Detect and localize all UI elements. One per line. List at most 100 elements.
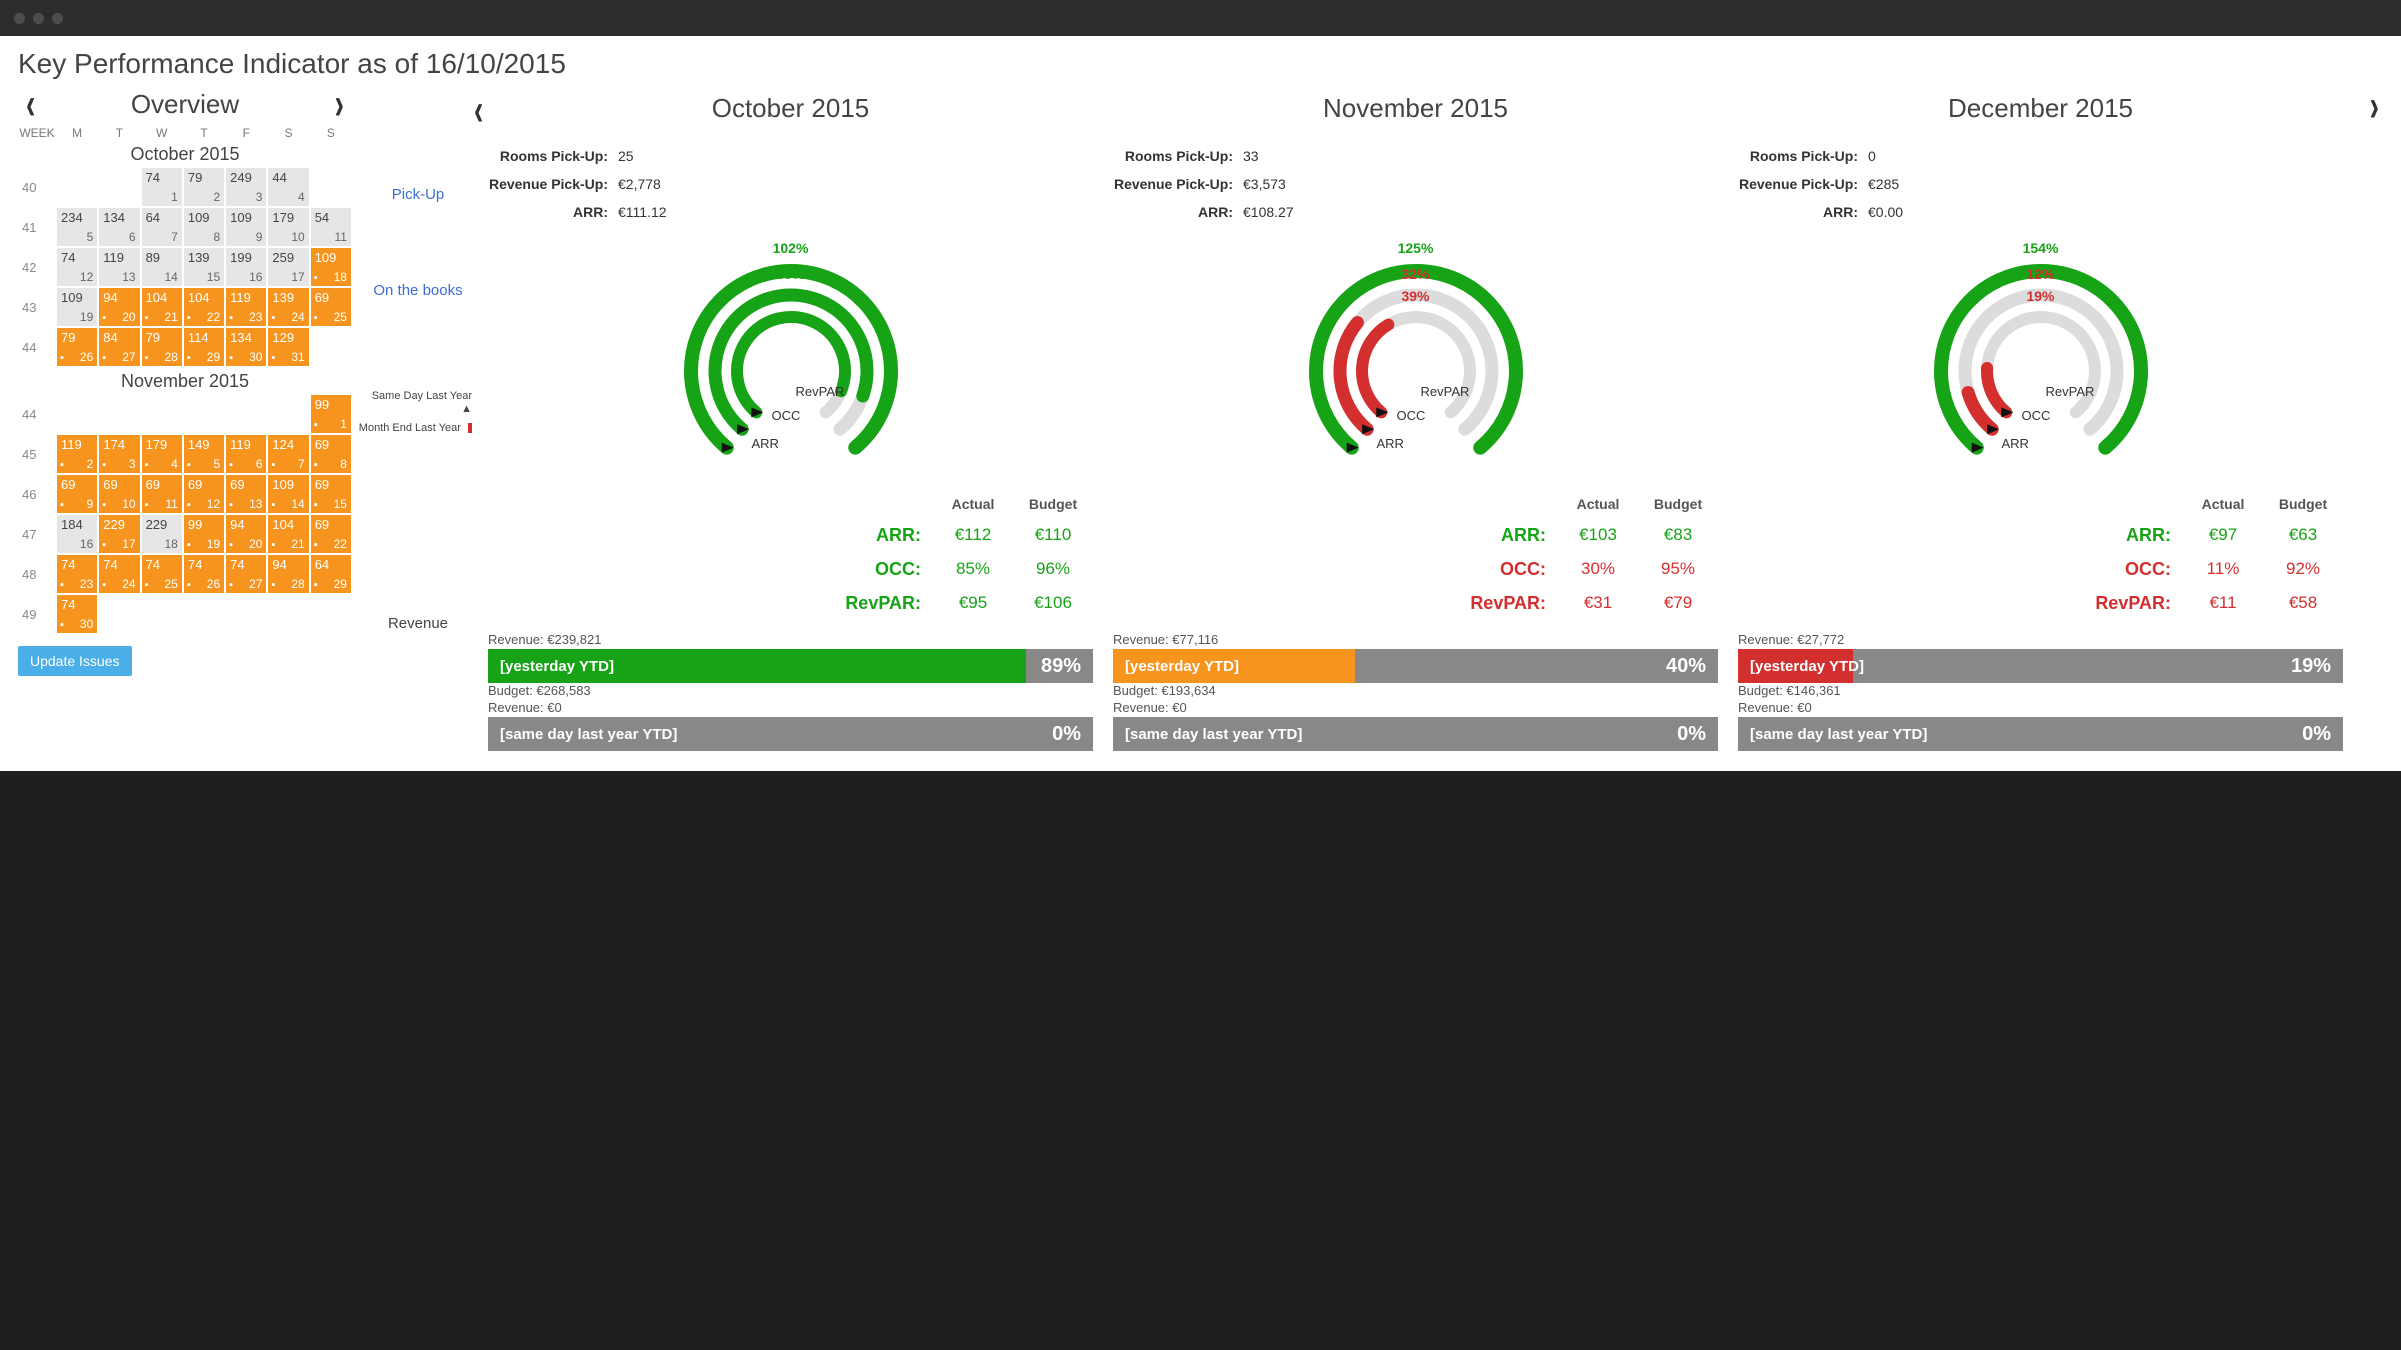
- traffic-light-close-icon[interactable]: [14, 13, 25, 24]
- calendar-cell[interactable]: 6925▪: [310, 287, 352, 327]
- overview-next-icon[interactable]: ›: [331, 78, 348, 129]
- calendar-cell[interactable]: 6429▪: [310, 554, 352, 594]
- calendar-cell[interactable]: 9919▪: [183, 514, 225, 554]
- calendar-cell[interactable]: 9428▪: [267, 554, 309, 594]
- calendar-cell[interactable]: 1495▪: [183, 434, 225, 474]
- calendar-cell[interactable]: 6910▪: [98, 474, 140, 514]
- calendar-cell[interactable]: 11923▪: [225, 287, 267, 327]
- pickup-value: €108.27: [1243, 204, 1718, 220]
- calendar-cell[interactable]: 25917: [267, 247, 309, 287]
- calendar-cell[interactable]: 7430▪: [56, 594, 98, 634]
- pickup-key: ARR:: [488, 204, 618, 220]
- calendar-cell: [56, 394, 98, 434]
- calendar-cell[interactable]: 1247▪: [267, 434, 309, 474]
- ab-header: Actual: [933, 496, 1013, 512]
- calendar-cell[interactable]: 10919: [56, 287, 98, 327]
- calendar-cell[interactable]: 19916: [225, 247, 267, 287]
- calendar-cell[interactable]: 7425▪: [141, 554, 183, 594]
- calendar-cell[interactable]: 9420▪: [98, 287, 140, 327]
- pickup-key: ARR:: [1113, 204, 1243, 220]
- calendar-cell[interactable]: 6922▪: [310, 514, 352, 554]
- ab-header: Actual: [1558, 496, 1638, 512]
- ab-actual: €31: [1558, 593, 1638, 613]
- month-title: November 2015: [1323, 93, 1508, 124]
- calendar-cell: [310, 327, 352, 367]
- calendar-cell[interactable]: 13915: [183, 247, 225, 287]
- calendar-cell: [98, 167, 140, 207]
- gauge-pct-label: 154%: [1916, 240, 2166, 256]
- calendar-cell[interactable]: 12931▪: [267, 327, 309, 367]
- update-issues-button[interactable]: Update Issues: [18, 646, 132, 676]
- calendar-cell[interactable]: 6915▪: [310, 474, 352, 514]
- calendar-cell[interactable]: 7427▪: [225, 554, 267, 594]
- calendar-cell[interactable]: 6913▪: [225, 474, 267, 514]
- calendar-cell[interactable]: 8427▪: [98, 327, 140, 367]
- calendar-cell[interactable]: 22918: [141, 514, 183, 554]
- calendar-cell[interactable]: 699▪: [56, 474, 98, 514]
- calendar-cell[interactable]: 1099: [225, 207, 267, 247]
- calendar-cell[interactable]: 792: [183, 167, 225, 207]
- calendar-cell[interactable]: 1192▪: [56, 434, 98, 474]
- calendar-cell[interactable]: 18416: [56, 514, 98, 554]
- calendar-cell[interactable]: 991▪: [310, 394, 352, 434]
- calendar-cell[interactable]: 22917▪: [98, 514, 140, 554]
- calendar-cell[interactable]: 7928▪: [141, 327, 183, 367]
- calendar-cell[interactable]: 10421▪: [267, 514, 309, 554]
- dow-header: T: [98, 126, 140, 140]
- calendar-cell[interactable]: 8914: [141, 247, 183, 287]
- calendar-cell[interactable]: 1098: [183, 207, 225, 247]
- dow-header: F: [225, 126, 267, 140]
- week-number: 49: [18, 594, 56, 634]
- ab-row-name: ARR:: [1738, 525, 2183, 546]
- calendar-cell[interactable]: 6911▪: [141, 474, 183, 514]
- months-next-icon[interactable]: ›: [2366, 80, 2383, 131]
- calendar-cell[interactable]: 444: [267, 167, 309, 207]
- month-title: December 2015: [1948, 93, 2133, 124]
- pickup-value: 25: [618, 148, 1093, 164]
- calendar-cell[interactable]: 7423▪: [56, 554, 98, 594]
- calendar-cell[interactable]: 1743▪: [98, 434, 140, 474]
- calendar-cell[interactable]: 10914▪: [267, 474, 309, 514]
- revenue-bar-label: [yesterday YTD]: [500, 658, 614, 675]
- calendar-month-title: November 2015: [18, 371, 352, 392]
- calendar-cell[interactable]: 698▪: [310, 434, 352, 474]
- calendar-cell[interactable]: 2493: [225, 167, 267, 207]
- gauge-ring-label: RevPAR: [1421, 384, 1470, 399]
- calendar-cell[interactable]: 11913: [98, 247, 140, 287]
- revenue-bar-caption: Budget: €268,583: [488, 683, 1093, 698]
- dow-header: M: [56, 126, 98, 140]
- calendar-cell[interactable]: 7412: [56, 247, 98, 287]
- overview-prev-icon[interactable]: ‹: [22, 78, 39, 129]
- calendar-cell[interactable]: 7424▪: [98, 554, 140, 594]
- calendar-cell[interactable]: 5411: [310, 207, 352, 247]
- calendar-cell[interactable]: 7426▪: [183, 554, 225, 594]
- traffic-light-max-icon[interactable]: [52, 13, 63, 24]
- calendar-cell[interactable]: 2345: [56, 207, 98, 247]
- months-prev-icon[interactable]: ‹: [470, 84, 487, 135]
- revenue-bar-caption: Budget: €193,634: [1113, 683, 1718, 698]
- calendar-cell[interactable]: 17910: [267, 207, 309, 247]
- gauge: 125%32%39%RevPAROCCARR: [1291, 236, 1541, 486]
- revenue-bar-pct: 89%: [1041, 655, 1081, 678]
- ab-row-name: RevPAR:: [1113, 593, 1558, 614]
- calendar-cell[interactable]: 741: [141, 167, 183, 207]
- calendar-cell[interactable]: 10421▪: [141, 287, 183, 327]
- calendar-cell: [310, 594, 352, 634]
- calendar-cell[interactable]: 13924▪: [267, 287, 309, 327]
- calendar-cell[interactable]: 7926▪: [56, 327, 98, 367]
- month-column: ‹ October 2015Rooms Pick-Up:25Revenue Pi…: [478, 88, 1103, 751]
- calendar-cell[interactable]: 9420▪: [225, 514, 267, 554]
- calendar-cell[interactable]: 1196▪: [225, 434, 267, 474]
- calendar-cell[interactable]: 10918▪: [310, 247, 352, 287]
- calendar-cell: [141, 394, 183, 434]
- calendar-cell[interactable]: 13430▪: [225, 327, 267, 367]
- month-column: November 2015Rooms Pick-Up:33Revenue Pic…: [1103, 88, 1728, 751]
- calendar-cell[interactable]: 11429▪: [183, 327, 225, 367]
- calendar-cell[interactable]: 647: [141, 207, 183, 247]
- gauge-pct-label: 32%: [1291, 266, 1541, 282]
- traffic-light-min-icon[interactable]: [33, 13, 44, 24]
- calendar-cell[interactable]: 1346: [98, 207, 140, 247]
- calendar-cell[interactable]: 1794▪: [141, 434, 183, 474]
- calendar-cell[interactable]: 10422▪: [183, 287, 225, 327]
- calendar-cell[interactable]: 6912▪: [183, 474, 225, 514]
